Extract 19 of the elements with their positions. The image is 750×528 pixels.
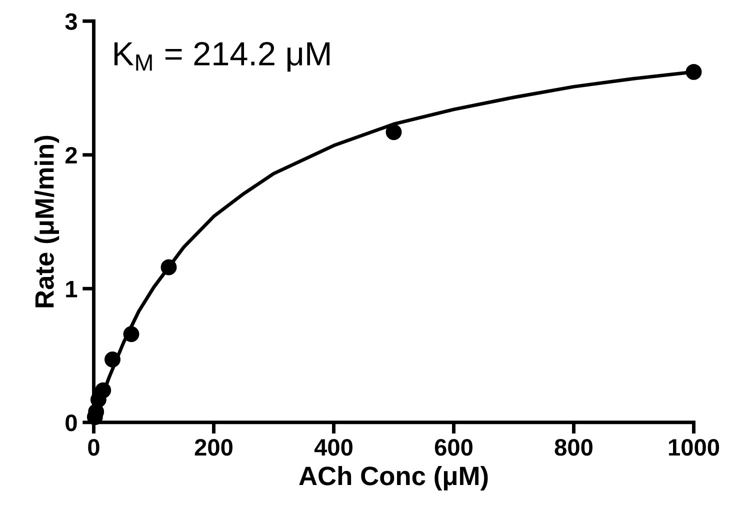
y-tick-label: 3 — [65, 13, 77, 30]
point — [123, 326, 140, 342]
y-axis-title: Rate (μM/min) — [34, 136, 60, 308]
x-tick-label: 600 — [434, 438, 472, 456]
annotation: K$_{M}$ = 214.2 μM — [114, 42, 330, 72]
y-tick-label: 1 — [66, 280, 78, 298]
x-tick-label: 800 — [554, 438, 592, 456]
x-tick-label: 0 — [88, 438, 100, 456]
point — [160, 259, 177, 276]
x-axis-title: ACh Conc (μM) — [299, 466, 488, 491]
y-tick-label: 0 — [66, 414, 77, 432]
x-tick-label: 1000 — [668, 438, 720, 456]
point — [386, 124, 402, 140]
point — [686, 64, 702, 80]
point — [104, 352, 120, 368]
x-tick-label: 400 — [314, 438, 352, 456]
x-tick-label: 200 — [194, 438, 232, 456]
y-tick-label: 2 — [65, 146, 77, 164]
point — [95, 382, 112, 398]
